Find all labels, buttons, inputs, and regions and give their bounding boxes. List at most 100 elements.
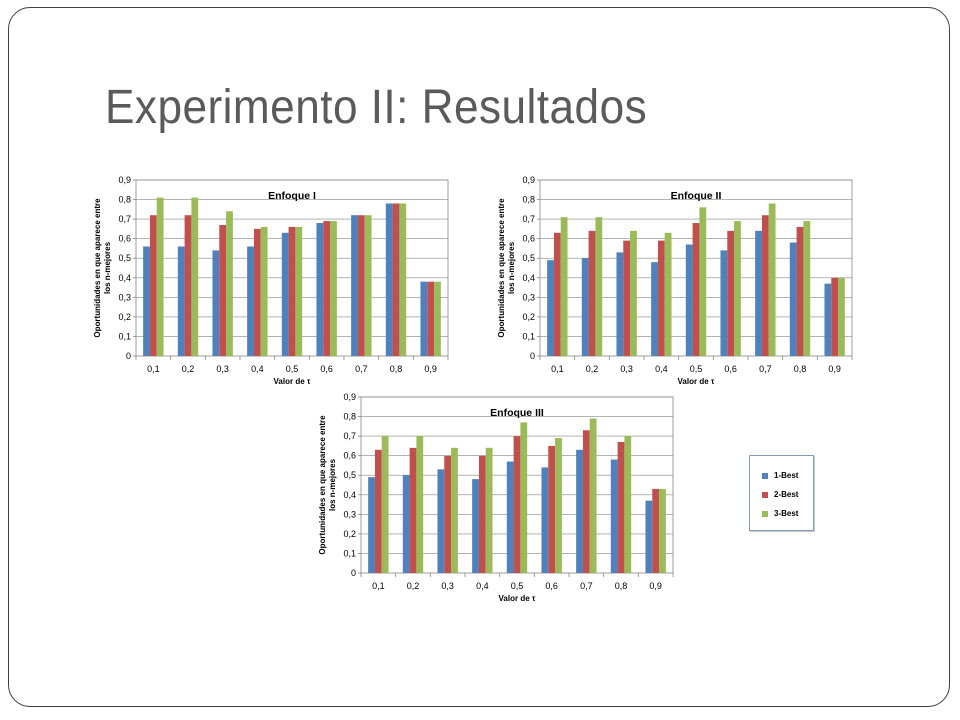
bar-2-best-0-1 [553, 232, 561, 356]
x-tick-label: 0,6 [320, 364, 333, 374]
bar-3-best-0-4 [664, 232, 672, 356]
x-tick-label: 0,2 [586, 364, 599, 374]
x-tick-label: 0,3 [441, 581, 454, 591]
chart-enfoque-1: 0 0,1 0,2 0,3 0,4 0,5 0,6 0,7 0,8 0,9 0,1 0,2 0,3 0,4… [93, 175, 449, 386]
x-axis-label: Valor de τ [678, 377, 715, 386]
bar-2-best-0-6 [727, 230, 735, 356]
bar-2-best-0-1 [374, 449, 382, 573]
bar-3-best-0-1 [381, 436, 389, 573]
y-tick-label: 0,4 [118, 273, 131, 283]
y-axis-label-line: los n-mejores [507, 241, 516, 294]
bar-3-best-0-1 [156, 197, 164, 356]
bar-3-best-0-6 [330, 221, 337, 356]
y-tick-label: 0,2 [118, 312, 131, 322]
bar-3-best-0-9 [434, 281, 441, 356]
bar-1-best-0-6 [541, 467, 549, 573]
bar-3-best-0-9 [659, 488, 666, 573]
bar-3-best-0-8 [624, 436, 632, 573]
bar-1-best-0-9 [645, 500, 653, 573]
y-tick-label: 0,6 [522, 234, 535, 244]
bar-2-best-0-5 [692, 223, 700, 356]
chart-title: Enfoque II [671, 190, 722, 202]
bar-1-best-0-7 [576, 449, 583, 573]
x-tick-label: 0,7 [355, 364, 368, 374]
x-tick-label: 0,4 [251, 364, 264, 374]
bar-1-best-0-2 [177, 246, 185, 356]
x-tick-label: 0,3 [216, 364, 229, 374]
y-axis-label-line: Oportunidades en que aparece entre [497, 198, 506, 338]
x-tick-label: 0,2 [182, 364, 195, 374]
x-tick-label: 0,8 [794, 364, 807, 374]
bar-2-best-0-2 [184, 215, 192, 356]
bar-3-best-0-6 [555, 438, 562, 573]
chart-legend: 1-Best 2-Best 3-Best [749, 455, 814, 531]
x-axis-label: Valor de τ [274, 377, 311, 386]
bar-1-best-0-9 [420, 281, 428, 356]
y-axis-label-line: los n-mejores [103, 241, 112, 294]
bar-3-best-0-3 [451, 447, 458, 573]
y-axis-label-line: los n-mejores [328, 458, 337, 511]
bar-2-best-0-7 [357, 215, 365, 356]
legend-swatch-2-best [762, 491, 768, 498]
slide-title: Experimento II: Resultados [105, 81, 648, 134]
x-tick-label: 0,3 [620, 364, 633, 374]
bar-1-best-0-3 [437, 469, 445, 573]
y-tick-label: 0 [530, 351, 535, 361]
bar-3-best-0-1 [560, 217, 568, 356]
chart-title: Enfoque I [268, 190, 316, 202]
y-axis-label-line: Oportunidades en que aparece entre [318, 415, 327, 555]
bar-1-best-0-1 [368, 477, 375, 573]
x-tick-label: 0,5 [690, 364, 703, 374]
bar-1-best-0-5 [506, 461, 514, 573]
x-tick-label: 0,1 [147, 364, 160, 374]
x-tick-label: 0,5 [286, 364, 299, 374]
bar-2-best-0-6 [548, 445, 556, 573]
bar-1-best-0-7 [351, 215, 358, 356]
bar-2-best-0-3 [444, 455, 452, 573]
bar-1-best-0-5 [281, 232, 289, 356]
x-tick-label: 0,9 [424, 364, 437, 374]
y-tick-label: 0,7 [343, 431, 356, 441]
legend-label-2-best: 2-Best [774, 490, 799, 499]
legend-item-2-best: 2-Best [762, 490, 798, 499]
bar-1-best-0-3 [616, 252, 624, 356]
bar-2-best-0-1 [149, 215, 157, 356]
x-tick-label: 0,5 [511, 581, 524, 591]
bar-3-best-0-2 [595, 217, 603, 356]
bar-1-best-0-4 [247, 246, 254, 356]
bar-3-best-0-5 [699, 207, 707, 356]
bar-2-best-0-9 [652, 488, 660, 573]
bar-2-best-0-8 [796, 226, 804, 356]
bar-2-best-0-2 [409, 447, 417, 573]
x-tick-label: 0,7 [759, 364, 772, 374]
bar-2-best-0-4 [253, 228, 261, 356]
y-tick-label: 0,2 [522, 312, 535, 322]
y-tick-label: 0 [351, 568, 356, 578]
bar-3-best-0-5 [520, 422, 528, 573]
legend-item-3-best: 3-Best [762, 509, 798, 518]
bar-1-best-0-8 [610, 459, 618, 573]
bar-3-best-0-2 [191, 197, 199, 356]
y-tick-label: 0,4 [343, 490, 356, 500]
bar-3-best-0-9 [838, 277, 845, 356]
bar-2-best-0-6 [323, 221, 331, 356]
chart-enfoque-3: 0 0,1 0,2 0,3 0,4 0,5 0,6 0,7 0,8 0,9 0,1 0,2 0,3 0,4… [318, 392, 674, 603]
x-tick-label: 0,9 [828, 364, 841, 374]
y-tick-label: 0,9 [522, 175, 535, 185]
bar-1-best-0-8 [385, 203, 393, 356]
y-tick-label: 0,7 [118, 214, 131, 224]
bar-2-best-0-7 [761, 215, 769, 356]
y-tick-label: 0,5 [343, 470, 356, 480]
y-axis-label-line: Oportunidades en que aparece entre [93, 198, 102, 338]
bar-1-best-0-2 [581, 258, 589, 356]
bar-1-best-0-6 [720, 250, 728, 356]
bar-2-best-0-4 [657, 240, 665, 356]
x-tick-label: 0,8 [615, 581, 628, 591]
y-tick-label: 0,8 [343, 412, 356, 422]
y-tick-label: 0,3 [118, 292, 131, 302]
y-tick-label: 0,5 [118, 253, 131, 263]
bar-1-best-0-8 [789, 242, 797, 356]
x-tick-label: 0,6 [545, 581, 558, 591]
bar-2-best-0-3 [623, 240, 631, 356]
legend-swatch-1-best [762, 472, 768, 479]
